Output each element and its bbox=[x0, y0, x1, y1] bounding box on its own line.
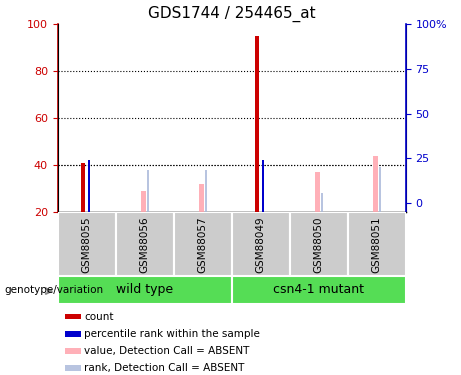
Bar bbox=[255, 36, 260, 212]
Bar bbox=[65, 314, 81, 320]
Bar bbox=[315, 172, 320, 212]
Bar bbox=[65, 365, 81, 371]
Text: GSM88056: GSM88056 bbox=[140, 217, 150, 273]
Text: GSM88051: GSM88051 bbox=[372, 217, 382, 273]
Bar bbox=[262, 160, 264, 212]
Text: GSM88049: GSM88049 bbox=[256, 217, 266, 273]
Bar bbox=[65, 331, 81, 336]
Bar bbox=[231, 276, 406, 304]
Text: percentile rank within the sample: percentile rank within the sample bbox=[84, 328, 260, 339]
Bar bbox=[141, 191, 146, 212]
Text: GSM88050: GSM88050 bbox=[313, 217, 324, 273]
Bar bbox=[379, 167, 381, 212]
Bar bbox=[348, 212, 406, 276]
Text: csn4-1 mutant: csn4-1 mutant bbox=[273, 283, 364, 296]
Bar bbox=[174, 212, 231, 276]
Bar bbox=[373, 156, 378, 212]
Bar bbox=[231, 212, 290, 276]
Bar bbox=[81, 163, 85, 212]
Bar bbox=[58, 276, 231, 304]
Bar bbox=[65, 348, 81, 354]
Text: GSM88057: GSM88057 bbox=[198, 217, 207, 273]
Text: GSM88055: GSM88055 bbox=[82, 217, 92, 273]
Text: value, Detection Call = ABSENT: value, Detection Call = ABSENT bbox=[84, 346, 249, 356]
Title: GDS1744 / 254465_at: GDS1744 / 254465_at bbox=[148, 5, 315, 22]
Text: rank, Detection Call = ABSENT: rank, Detection Call = ABSENT bbox=[84, 363, 244, 373]
Bar bbox=[205, 170, 207, 212]
Text: wild type: wild type bbox=[116, 283, 173, 296]
Text: count: count bbox=[84, 312, 113, 322]
Bar bbox=[321, 193, 323, 212]
Bar bbox=[290, 212, 348, 276]
Text: genotype/variation: genotype/variation bbox=[5, 285, 104, 295]
Bar bbox=[147, 170, 149, 212]
Bar bbox=[88, 160, 90, 212]
Bar bbox=[199, 184, 204, 212]
Bar bbox=[58, 212, 116, 276]
Bar bbox=[116, 212, 174, 276]
